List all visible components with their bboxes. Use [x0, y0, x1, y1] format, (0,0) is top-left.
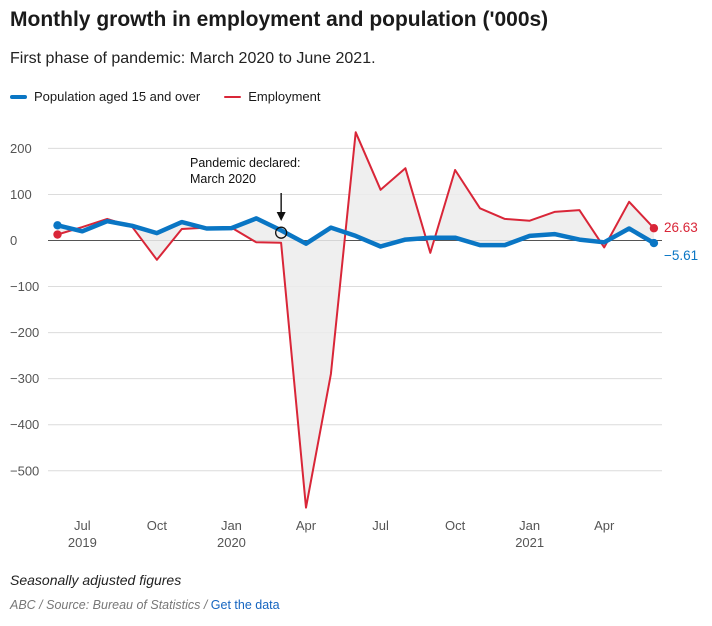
y-tick-label: −500 [10, 463, 39, 478]
employment-end-label: 26.63 [664, 220, 698, 235]
chart-subtitle: First phase of pandemic: March 2020 to J… [10, 50, 376, 67]
legend-item-population: Population aged 15 and over [10, 89, 200, 104]
chart-title: Monthly growth in employment and populat… [10, 8, 549, 31]
y-tick-label: −200 [10, 325, 39, 340]
y-tick-label: −100 [10, 279, 39, 294]
annotation-arrowhead [276, 212, 286, 221]
x-tick-label: Jan [221, 518, 242, 533]
y-tick-label: 0 [10, 233, 17, 248]
get-the-data-link[interactable]: Get the data [210, 598, 280, 612]
source-text: ABC / Source: Bureau of Statistics / [10, 598, 208, 612]
x-tick-label: Apr [296, 518, 317, 533]
x-tick-label: Oct [147, 518, 168, 533]
x-tick-year-label: 2021 [515, 535, 544, 550]
annotation-text: Pandemic declared: [190, 156, 300, 170]
gap-shading [57, 132, 654, 508]
legend-swatch-population [10, 94, 27, 99]
figures-note: Seasonally adjusted figures [10, 572, 182, 588]
population-end-label: −5.61 [664, 248, 698, 263]
y-tick-label: 200 [10, 141, 32, 156]
x-tick-label: Jul [372, 518, 389, 533]
employment-start-dot [53, 230, 62, 239]
annotation-marker [274, 226, 288, 239]
x-tick-label: Jan [519, 518, 540, 533]
legend-label-population: Population aged 15 and over [34, 89, 201, 104]
legend-item-employment: Employment [224, 89, 321, 104]
employment-end-dot [649, 224, 659, 233]
population-end-dot [649, 238, 659, 248]
source-line: ABC / Source: Bureau of Statistics / Get… [10, 598, 280, 612]
population-start-dot [53, 221, 62, 230]
legend-swatch-employment [224, 95, 242, 98]
x-tick-label: Oct [445, 518, 466, 533]
y-tick-label: −300 [10, 371, 39, 386]
employment-line [57, 131, 655, 509]
population-line [55, 216, 657, 249]
x-tick-year-label: 2019 [68, 535, 97, 550]
annotation-text: March 2020 [190, 172, 256, 186]
x-tick-year-label: 2020 [217, 535, 246, 550]
legend-label-employment: Employment [248, 89, 321, 104]
x-tick-label: Apr [594, 518, 615, 533]
y-tick-label: −400 [10, 417, 39, 432]
y-tick-label: 100 [10, 187, 32, 202]
x-tick-label: Jul [74, 518, 91, 533]
legend: Population aged 15 and over Employment [10, 89, 345, 104]
